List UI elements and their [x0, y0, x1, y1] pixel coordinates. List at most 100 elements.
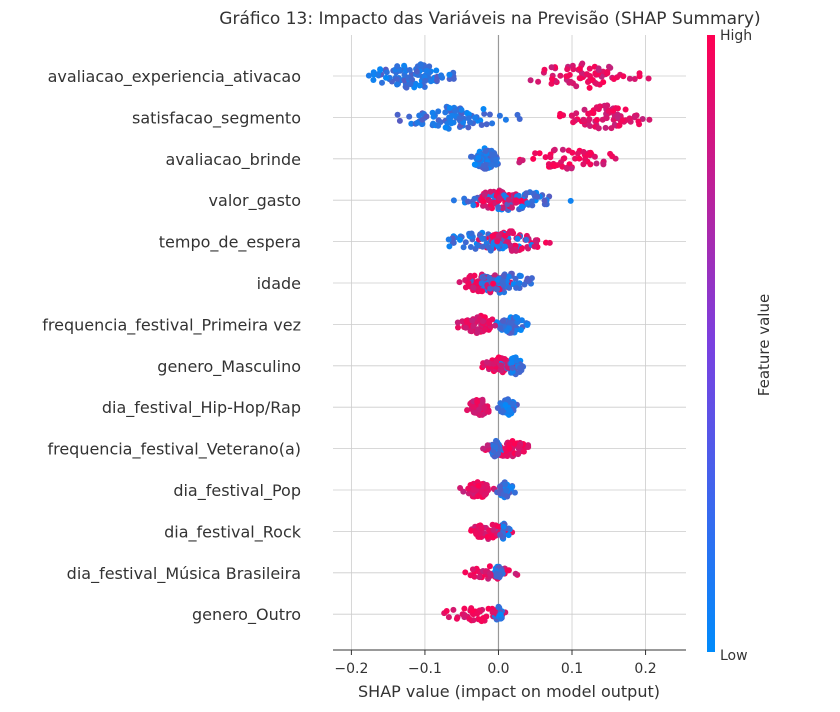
data-point — [520, 448, 527, 455]
colorbar-title: Feature value — [755, 294, 773, 396]
data-point — [475, 482, 482, 489]
data-point — [495, 232, 502, 239]
data-point — [523, 190, 530, 197]
data-point — [563, 73, 570, 80]
data-point — [505, 532, 512, 539]
data-point — [622, 106, 629, 113]
x-axis-ticks: −0.2 −0.1 0.0 0.1 0.2 — [334, 650, 657, 677]
data-point — [500, 317, 506, 324]
data-point — [497, 611, 504, 618]
data-point — [526, 277, 532, 284]
data-point — [503, 487, 510, 494]
data-point — [468, 153, 475, 160]
data-point — [408, 120, 415, 127]
data-point — [646, 116, 653, 123]
data-point — [519, 157, 526, 164]
feature-label: genero_Masculino — [157, 357, 301, 377]
data-point — [511, 440, 518, 447]
colorbar-high-label: High — [720, 28, 752, 44]
data-point — [525, 444, 532, 450]
data-point — [396, 117, 403, 124]
data-point — [467, 244, 474, 250]
data-point — [486, 563, 493, 570]
data-point — [472, 114, 478, 121]
data-point — [606, 63, 612, 70]
data-point — [573, 110, 580, 117]
data-point — [491, 151, 498, 158]
data-point — [470, 486, 477, 493]
data-point — [449, 112, 456, 119]
data-point — [514, 235, 521, 242]
data-point — [478, 525, 485, 531]
data-point — [438, 72, 445, 79]
data-point — [462, 239, 469, 246]
data-point — [502, 402, 509, 408]
feature-label: frequencia_festival_Veterano(a) — [47, 440, 301, 460]
data-point — [636, 70, 643, 77]
data-point — [582, 156, 589, 163]
colorbar — [707, 35, 715, 652]
data-point — [480, 106, 487, 112]
data-point — [450, 75, 457, 82]
data-point — [446, 71, 453, 78]
feature-label: genero_Outro — [192, 605, 301, 625]
data-point — [561, 155, 568, 162]
data-point — [377, 66, 384, 73]
data-point — [580, 117, 587, 123]
grid-lines — [333, 35, 686, 650]
data-point — [581, 106, 588, 113]
data-point — [469, 566, 476, 573]
x-tick-label: 0.1 — [561, 661, 583, 677]
feature-label: valor_gasto — [209, 191, 301, 211]
data-point — [509, 364, 516, 371]
data-point — [479, 243, 486, 250]
data-point — [478, 618, 485, 625]
data-point — [502, 243, 508, 250]
feature-label: idade — [257, 274, 301, 293]
data-point — [445, 614, 452, 621]
data-point — [559, 146, 566, 153]
data-point — [542, 154, 549, 161]
data-point — [479, 288, 486, 295]
data-point — [443, 608, 450, 614]
data-point — [466, 274, 473, 281]
data-point — [486, 197, 492, 204]
data-point — [445, 236, 452, 243]
data-point — [515, 192, 522, 199]
data-point — [546, 239, 553, 246]
data-point — [435, 122, 442, 129]
data-point — [481, 110, 488, 117]
feature-label: dia_festival_Rock — [164, 522, 302, 542]
data-point — [626, 115, 633, 122]
data-point — [456, 279, 463, 286]
data-point — [465, 485, 472, 492]
data-point — [416, 112, 423, 119]
data-point — [480, 198, 487, 205]
data-point — [604, 68, 611, 75]
data-point — [514, 450, 521, 457]
data-point — [594, 116, 600, 123]
data-point — [489, 233, 496, 240]
data-point — [508, 247, 515, 254]
data-point — [433, 77, 440, 84]
data-point — [541, 197, 548, 204]
data-point — [631, 114, 638, 121]
data-point — [631, 76, 638, 82]
data-point — [464, 319, 471, 326]
data-point — [406, 113, 413, 120]
data-point — [523, 236, 530, 243]
data-point — [516, 443, 523, 450]
data-point — [626, 75, 633, 82]
data-point — [407, 81, 414, 88]
data-point — [551, 163, 558, 169]
data-point — [464, 407, 471, 414]
data-point — [595, 67, 602, 73]
data-point — [509, 400, 516, 407]
data-point — [547, 154, 554, 161]
data-point — [616, 122, 623, 129]
data-point — [446, 243, 453, 250]
data-point — [508, 319, 515, 326]
data-point — [512, 570, 519, 577]
data-point — [534, 193, 541, 200]
data-point — [585, 110, 592, 117]
